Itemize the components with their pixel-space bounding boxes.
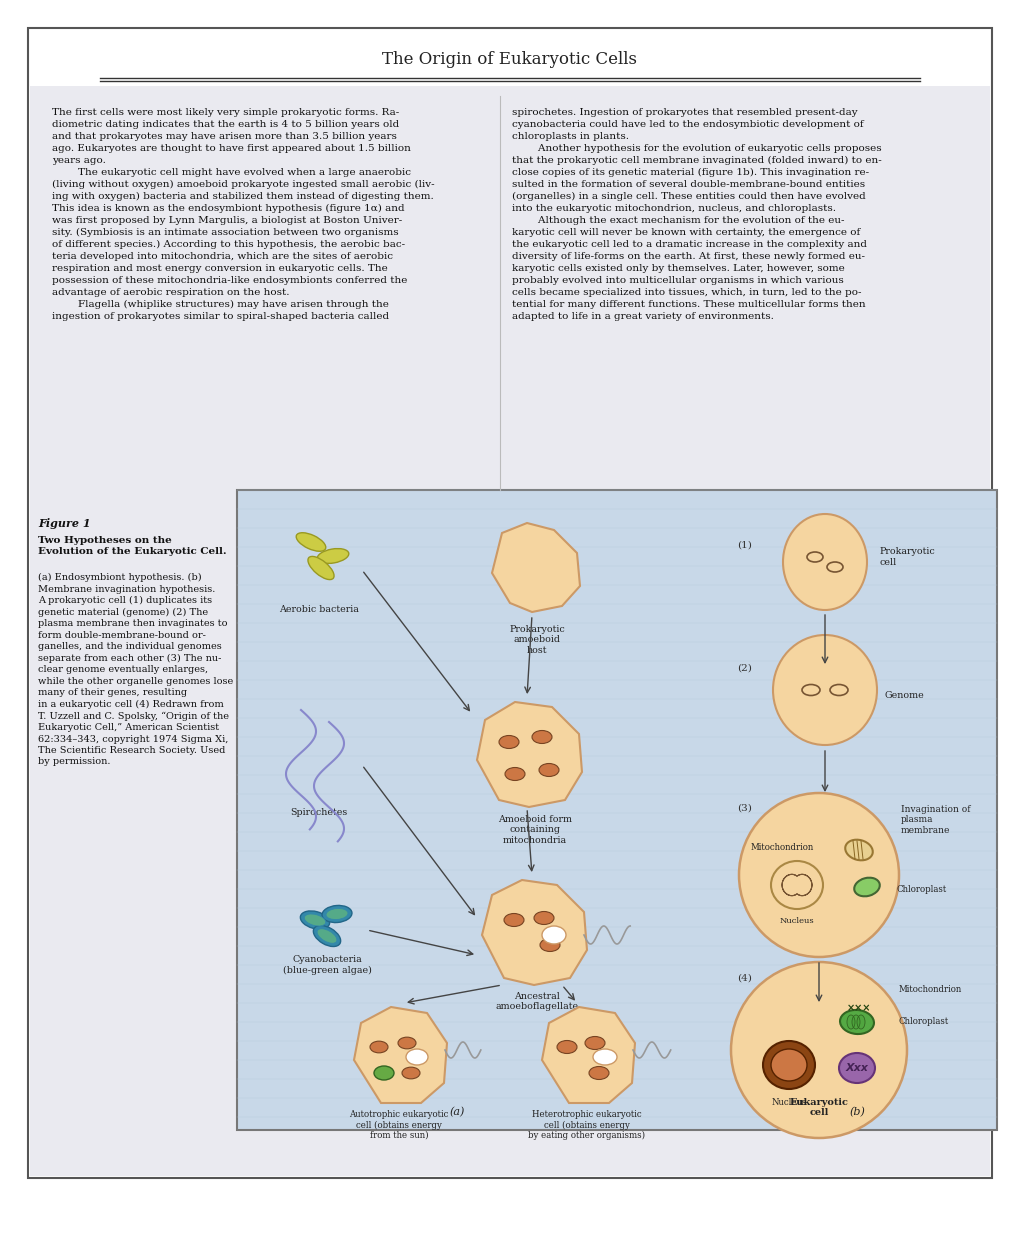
Ellipse shape xyxy=(308,557,334,579)
Ellipse shape xyxy=(770,1049,806,1082)
Text: Mitochondrion: Mitochondrion xyxy=(750,842,813,851)
Ellipse shape xyxy=(296,533,325,551)
Polygon shape xyxy=(541,1007,635,1103)
Text: Eukaryotic
cell: Eukaryotic cell xyxy=(789,1098,848,1118)
Text: Aerobic bacteria: Aerobic bacteria xyxy=(279,606,359,614)
Ellipse shape xyxy=(840,1011,873,1034)
Ellipse shape xyxy=(845,840,872,860)
Ellipse shape xyxy=(317,548,348,563)
Ellipse shape xyxy=(851,1015,859,1029)
Text: (4): (4) xyxy=(737,973,751,983)
Ellipse shape xyxy=(317,928,336,943)
Text: (1): (1) xyxy=(737,541,751,549)
Ellipse shape xyxy=(313,926,340,947)
Text: (3): (3) xyxy=(737,804,751,812)
Ellipse shape xyxy=(539,938,559,952)
Ellipse shape xyxy=(739,792,898,957)
Ellipse shape xyxy=(406,1049,428,1065)
Ellipse shape xyxy=(532,730,551,744)
Polygon shape xyxy=(491,523,580,612)
Ellipse shape xyxy=(592,1049,616,1065)
Ellipse shape xyxy=(304,915,325,926)
Text: (a): (a) xyxy=(449,1106,465,1118)
Ellipse shape xyxy=(588,1067,608,1079)
Text: Nucleus: Nucleus xyxy=(770,1098,806,1106)
Text: Xxx: Xxx xyxy=(845,1063,867,1073)
Ellipse shape xyxy=(541,926,566,944)
Text: Genome: Genome xyxy=(884,690,924,699)
Ellipse shape xyxy=(504,768,525,780)
Text: ×××: ××× xyxy=(846,1003,870,1013)
Ellipse shape xyxy=(401,1067,420,1079)
Text: Prokaryotic
cell: Prokaryotic cell xyxy=(879,547,934,567)
Ellipse shape xyxy=(772,635,876,745)
Ellipse shape xyxy=(585,1037,604,1049)
Text: Amoeboid form
containing
mitochondria: Amoeboid form containing mitochondria xyxy=(497,815,572,845)
Ellipse shape xyxy=(731,962,906,1138)
Ellipse shape xyxy=(853,877,879,896)
Text: The first cells were most likely very simple prokaryotic forms. Ra-
diometric da: The first cells were most likely very si… xyxy=(52,108,434,321)
Ellipse shape xyxy=(322,906,352,922)
Ellipse shape xyxy=(762,1040,814,1089)
FancyBboxPatch shape xyxy=(28,27,991,1177)
Ellipse shape xyxy=(770,861,822,910)
FancyBboxPatch shape xyxy=(236,490,996,1130)
Ellipse shape xyxy=(846,1015,854,1029)
Text: (a) Endosymbiont hypothesis. (b)
Membrane invagination hypothesis.
A prokaryotic: (a) Endosymbiont hypothesis. (b) Membran… xyxy=(38,573,233,766)
Ellipse shape xyxy=(556,1040,577,1054)
Text: Ancestral
amoeboflagellate: Ancestral amoeboflagellate xyxy=(495,992,578,1012)
Ellipse shape xyxy=(300,911,329,930)
Text: Nucleus: Nucleus xyxy=(779,917,813,925)
Text: Autotrophic eukaryotic
cell (obtains energy
from the sun): Autotrophic eukaryotic cell (obtains ene… xyxy=(348,1110,448,1140)
Text: spirochetes. Ingestion of prokaryotes that resembled present-day
cyanobacteria c: spirochetes. Ingestion of prokaryotes th… xyxy=(512,108,880,320)
Polygon shape xyxy=(482,880,586,986)
Ellipse shape xyxy=(856,1015,864,1029)
Text: (b): (b) xyxy=(848,1106,864,1118)
Text: Chloroplast: Chloroplast xyxy=(896,886,947,895)
Text: Cyanobacteria
(blue-green algae): Cyanobacteria (blue-green algae) xyxy=(282,954,371,974)
Ellipse shape xyxy=(370,1042,387,1053)
Text: Figure 1: Figure 1 xyxy=(38,518,91,530)
Text: The Origin of Eukaryotic Cells: The Origin of Eukaryotic Cells xyxy=(382,51,637,69)
Text: Chloroplast: Chloroplast xyxy=(898,1018,949,1027)
Text: Invagination of
plasma
membrane: Invagination of plasma membrane xyxy=(900,805,969,835)
Text: Spirochetes: Spirochetes xyxy=(290,807,347,817)
Ellipse shape xyxy=(326,908,347,920)
Text: (2): (2) xyxy=(737,664,751,673)
Text: Heterotrophic eukaryotic
cell (obtains energy
by eating other organisms): Heterotrophic eukaryotic cell (obtains e… xyxy=(528,1110,645,1140)
Ellipse shape xyxy=(498,735,519,749)
Ellipse shape xyxy=(503,913,524,927)
Polygon shape xyxy=(477,701,582,807)
Ellipse shape xyxy=(397,1037,416,1049)
Text: Two Hypotheses on the
Evolution of the Eukaryotic Cell.: Two Hypotheses on the Evolution of the E… xyxy=(38,536,226,556)
Ellipse shape xyxy=(374,1067,393,1080)
Ellipse shape xyxy=(534,912,553,925)
Ellipse shape xyxy=(538,764,558,776)
Ellipse shape xyxy=(839,1053,874,1083)
Text: Mitochondrion: Mitochondrion xyxy=(898,986,961,994)
FancyBboxPatch shape xyxy=(30,86,989,1176)
Polygon shape xyxy=(354,1007,446,1103)
Ellipse shape xyxy=(783,515,866,611)
Text: Prokaryotic
amoeboid
host: Prokaryotic amoeboid host xyxy=(508,625,565,655)
